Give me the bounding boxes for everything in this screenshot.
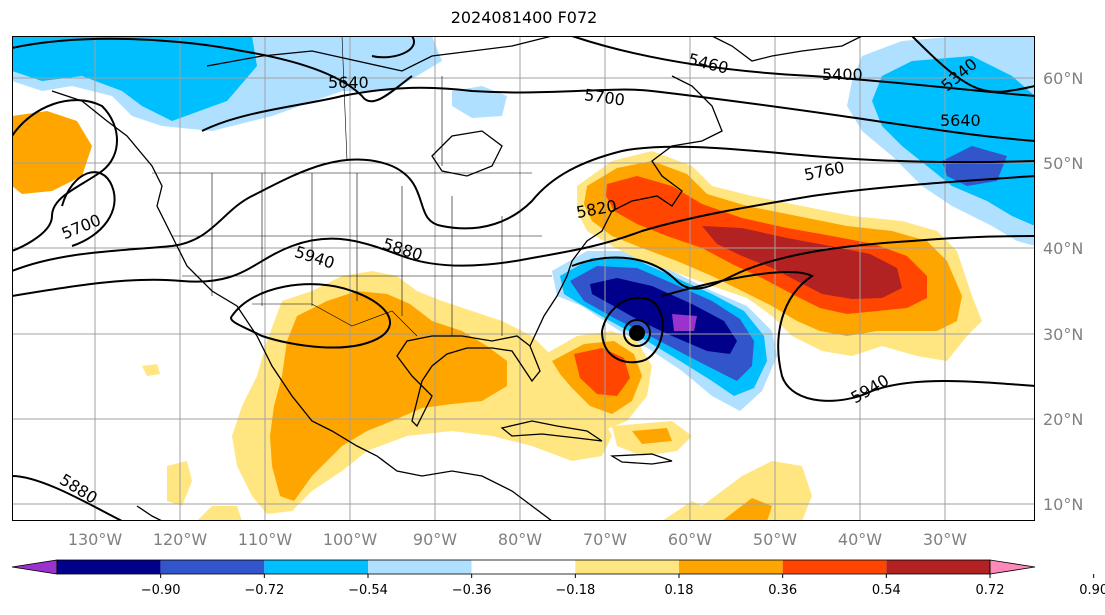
graticule	[12, 36, 1035, 521]
lon-label: 130°W	[68, 530, 123, 549]
political-borders	[152, 36, 552, 337]
colorbar-cell	[575, 560, 679, 574]
colorbar-cells	[11, 559, 1036, 575]
colorbar-cell	[57, 560, 161, 574]
anomaly-fill-positive-mexico-gulf	[167, 271, 612, 514]
map-svg[interactable]: 5640 5700 5460 5400 5340 5640 5760 5820 …	[12, 36, 1035, 521]
contour-label: 5640	[940, 111, 981, 130]
colorbar-cell	[679, 560, 783, 574]
colorbar-cell	[368, 560, 472, 574]
colorbar-cell	[471, 560, 576, 574]
colorbar-extend-high	[989, 559, 1036, 575]
latitude-axis: 60°N 50°N 40°N 30°N 20°N 10°N	[1043, 69, 1083, 514]
lon-label: 40°W	[838, 530, 882, 549]
colorbar: −0.90 −0.72 −0.54 −0.36 −0.18 0.18 0.36 0.54 0.7…	[11, 559, 1105, 598]
colorbar-frame	[56, 559, 991, 575]
lon-label: 90°W	[413, 530, 457, 549]
lat-label: 50°N	[1043, 154, 1083, 173]
colorbar-tick-label: −0.90	[141, 583, 181, 598]
contour-label: 5640	[328, 73, 369, 92]
colorbar-cell	[264, 560, 368, 574]
colorbar-tick-label: 0.90	[1079, 583, 1105, 598]
colorbar-tick-label: 0.36	[768, 583, 797, 598]
colorbar-tick-label: 0.72	[976, 583, 1005, 598]
colorbar-cell	[782, 560, 887, 574]
tropical-cyclone-marker	[623, 319, 651, 347]
lon-label: 70°W	[583, 530, 627, 549]
coastlines	[51, 36, 863, 521]
anomaly-fill-positive-pacific	[12, 111, 160, 376]
colorbar-tick-label: 0.18	[665, 583, 694, 598]
height-contours	[12, 36, 1035, 521]
longitude-axis: 130°W 120°W 110°W 100°W 90°W 80°W 70°W 6…	[68, 530, 967, 549]
map-panel[interactable]: 5640 5700 5460 5400 5340 5640 5760 5820 …	[12, 36, 1035, 521]
lon-label: 120°W	[153, 530, 208, 549]
colorbar-tick-label: −0.72	[244, 583, 284, 598]
lon-label: 80°W	[498, 530, 542, 549]
colorbar-ticks: −0.90 −0.72 −0.54 −0.36 −0.18 0.18 0.36 0.54 0.7…	[141, 574, 1105, 598]
contour-label: 5400	[822, 65, 863, 84]
lat-label: 30°N	[1043, 325, 1083, 344]
colorbar-extend-low	[11, 559, 58, 575]
lat-label: 60°N	[1043, 69, 1083, 88]
anomaly-fill-negative-north-atlantic	[847, 36, 1035, 246]
lat-label: 40°N	[1043, 239, 1083, 258]
lat-label: 20°N	[1043, 410, 1083, 429]
colorbar-tick-label: −0.36	[452, 583, 492, 598]
lon-label: 110°W	[238, 530, 293, 549]
lon-label: 100°W	[323, 530, 378, 549]
lon-label: 50°W	[753, 530, 797, 549]
colorbar-tick-label: −0.18	[555, 583, 595, 598]
colorbar-tick-label: −0.54	[348, 583, 388, 598]
colorbar-cell	[886, 560, 990, 574]
map-frame	[12, 36, 1035, 521]
map-title: 2024081400 F072	[450, 8, 598, 27]
colorbar-cell	[160, 560, 265, 574]
lat-label: 10°N	[1043, 495, 1083, 514]
colorbar-tick-label: 0.54	[872, 583, 901, 598]
lon-label: 60°W	[668, 530, 712, 549]
lon-label: 30°W	[923, 530, 967, 549]
